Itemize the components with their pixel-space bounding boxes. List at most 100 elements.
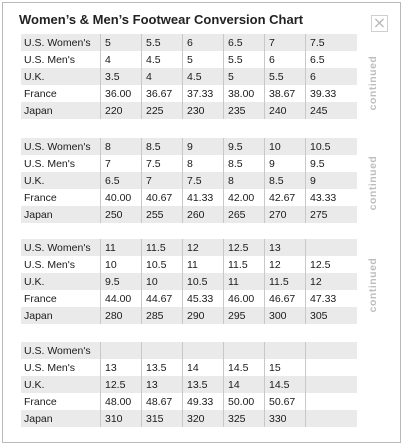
size-cell: 7.5	[306, 34, 358, 51]
row-label: U.S. Men's	[21, 51, 101, 68]
page-title: Women’s & Men’s Footwear Conversion Char…	[19, 12, 303, 27]
size-cell: 7.5	[142, 155, 183, 172]
size-cell: 13	[101, 359, 142, 376]
size-cell: 12.5	[306, 256, 358, 273]
size-cell: 5	[224, 68, 265, 85]
size-cell: 6.5	[101, 172, 142, 189]
row-label: U.S. Men's	[21, 256, 101, 273]
size-cell: 13.5	[183, 376, 224, 393]
size-cell: 285	[142, 307, 183, 324]
size-cell: 9	[265, 155, 306, 172]
size-cell	[101, 342, 142, 359]
row-label: U.S. Women's	[21, 342, 101, 359]
size-cell: 46.00	[224, 290, 265, 307]
size-cell: 10	[265, 138, 306, 155]
size-cell: 37.33	[183, 85, 224, 102]
size-cell: 8.5	[142, 138, 183, 155]
size-cell: 260	[183, 206, 224, 223]
size-cell: 4	[142, 68, 183, 85]
size-cell: 12	[265, 256, 306, 273]
size-cell: 36.67	[142, 85, 183, 102]
size-cell: 5	[183, 51, 224, 68]
row-label: France	[21, 393, 101, 410]
size-cell: 6.5	[306, 51, 358, 68]
row-label: U.S. Women's	[21, 138, 101, 155]
size-cell	[224, 342, 265, 359]
size-cell: 4	[101, 51, 142, 68]
size-cell: 8.5	[265, 172, 306, 189]
size-cell: 315	[142, 410, 183, 427]
size-cell: 8	[101, 138, 142, 155]
size-cell: 13.5	[142, 359, 183, 376]
size-cell: 295	[224, 307, 265, 324]
size-cell: 9.5	[224, 138, 265, 155]
size-cell: 305	[306, 307, 358, 324]
row-label: U.K.	[21, 172, 101, 189]
table-row: Japan 220 225 230 235 240 245	[21, 102, 357, 119]
size-table-block-2: U.S. Women's 8 8.5 9 9.5 10 10.5 U.S. Me…	[21, 138, 357, 223]
size-cell: 255	[142, 206, 183, 223]
size-cell: 10	[142, 273, 183, 290]
size-cell	[306, 410, 358, 427]
row-label: France	[21, 290, 101, 307]
row-label: Japan	[21, 206, 101, 223]
size-cell: 36.00	[101, 85, 142, 102]
continued-label: continued	[363, 143, 383, 223]
row-label: France	[21, 85, 101, 102]
size-cell: 6	[183, 34, 224, 51]
size-cell: 325	[224, 410, 265, 427]
size-cell: 10	[101, 256, 142, 273]
row-label: U.S. Men's	[21, 359, 101, 376]
table-row: U.S. Men's 7 7.5 8 8.5 9 9.5	[21, 155, 357, 172]
size-cell: 14.5	[265, 376, 306, 393]
row-label: U.K.	[21, 68, 101, 85]
size-table-block-4: U.S. Women's U.S. Men's 13 13.5 14 14.5 …	[21, 342, 357, 427]
size-cell: 9	[183, 138, 224, 155]
table-row: Japan 250 255 260 265 270 275	[21, 206, 357, 223]
size-cell: 50.00	[224, 393, 265, 410]
size-cell: 320	[183, 410, 224, 427]
size-cell: 42.67	[265, 189, 306, 206]
size-cell: 5.5	[142, 34, 183, 51]
size-cell: 9.5	[306, 155, 358, 172]
size-cell: 230	[183, 102, 224, 119]
close-icon[interactable]: ×	[371, 15, 388, 32]
size-cell: 8	[224, 172, 265, 189]
conversion-chart-panel: Women’s & Men’s Footwear Conversion Char…	[2, 2, 401, 443]
size-cell: 275	[306, 206, 358, 223]
size-cell: 6.5	[224, 34, 265, 51]
size-cell: 290	[183, 307, 224, 324]
row-label: U.S. Women's	[21, 239, 101, 256]
size-cell: 10.5	[183, 273, 224, 290]
size-table-block-1: U.S. Women's 5 5.5 6 6.5 7 7.5 U.S. Men'…	[21, 34, 357, 119]
size-cell: 45.33	[183, 290, 224, 307]
size-cell: 5.5	[224, 51, 265, 68]
row-label: France	[21, 189, 101, 206]
row-label: U.S. Women's	[21, 34, 101, 51]
table-row: U.K. 3.5 4 4.5 5 5.5 6	[21, 68, 357, 85]
size-cell: 8.5	[224, 155, 265, 172]
continued-label: continued	[363, 245, 383, 325]
size-cell: 9.5	[101, 273, 142, 290]
size-cell: 14	[224, 376, 265, 393]
table-row: U.S. Women's 8 8.5 9 9.5 10 10.5	[21, 138, 357, 155]
size-cell: 42.00	[224, 189, 265, 206]
size-cell: 40.00	[101, 189, 142, 206]
size-cell: 14.5	[224, 359, 265, 376]
size-cell: 43.33	[306, 189, 358, 206]
size-cell: 220	[101, 102, 142, 119]
size-cell: 10.5	[306, 138, 358, 155]
size-cell	[306, 393, 358, 410]
size-cell: 270	[265, 206, 306, 223]
size-cell: 49.33	[183, 393, 224, 410]
size-cell: 11	[224, 273, 265, 290]
size-cell: 12.5	[224, 239, 265, 256]
size-cell: 235	[224, 102, 265, 119]
row-label: Japan	[21, 410, 101, 427]
size-cell	[306, 342, 358, 359]
row-label: U.K.	[21, 273, 101, 290]
size-cell: 40.67	[142, 189, 183, 206]
continued-label: continued	[363, 43, 383, 123]
size-cell: 7	[142, 172, 183, 189]
size-cell: 7	[265, 34, 306, 51]
